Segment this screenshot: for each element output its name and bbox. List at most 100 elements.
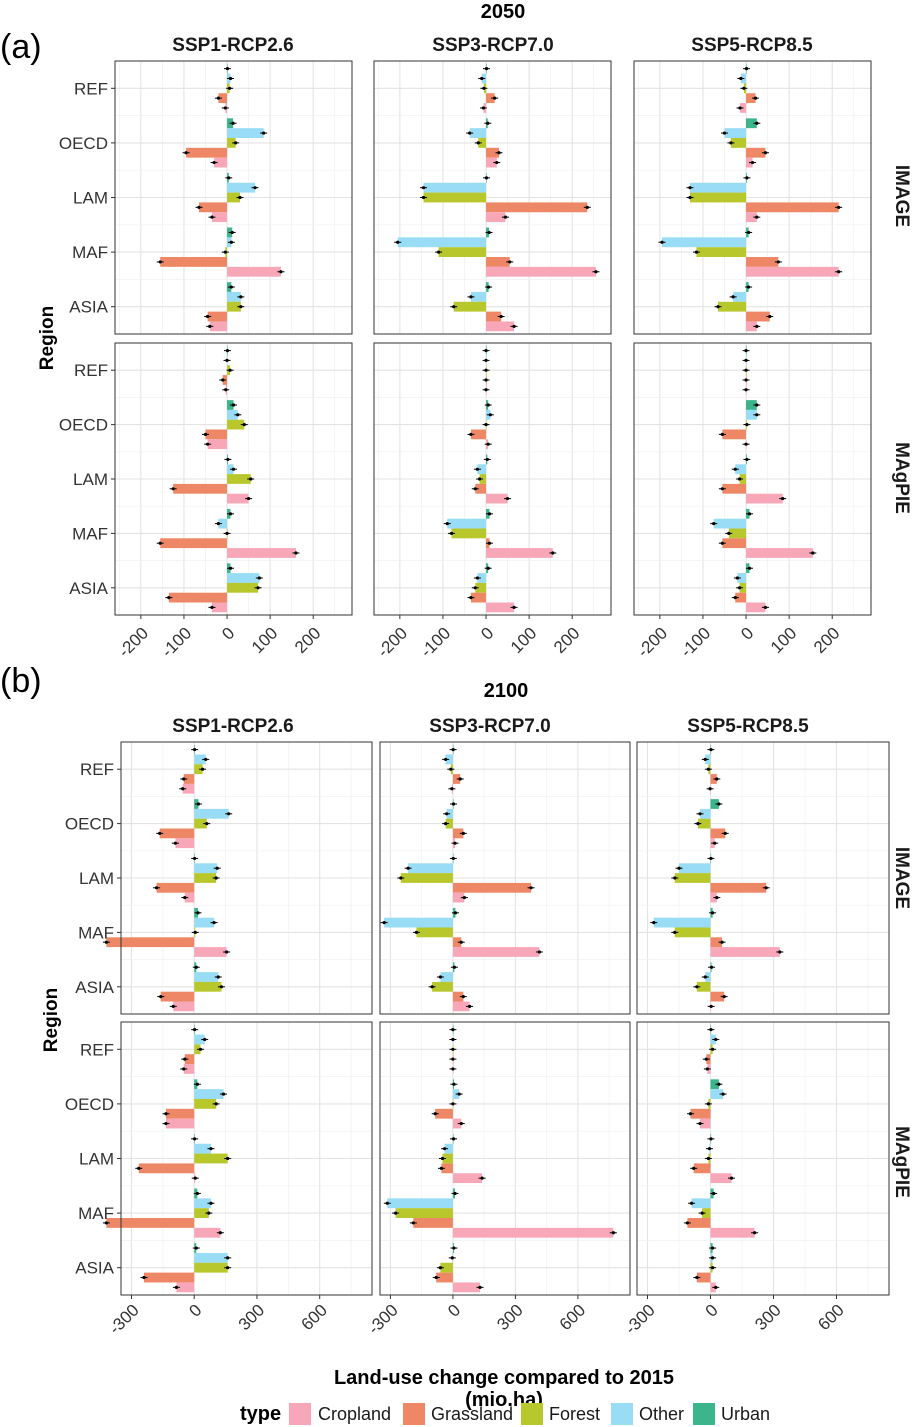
data-point: [745, 176, 749, 180]
bar-cropland: [746, 266, 839, 277]
y-tick-label: LAM: [73, 189, 108, 208]
data-point: [210, 605, 214, 609]
data-point: [228, 76, 233, 81]
data-point: [195, 1191, 199, 1196]
bar-cropland: [486, 321, 515, 332]
data-point: [484, 378, 488, 382]
bar-cropland: [207, 439, 228, 450]
facet-col-label: SSP5-RCP8.5: [687, 716, 809, 737]
x-tick-label: 0: [218, 624, 238, 644]
data-point: [688, 186, 692, 190]
legend-swatch: [521, 1403, 543, 1425]
data-point: [685, 1221, 690, 1225]
x-tick-label: 200: [550, 624, 583, 657]
data-point: [694, 250, 699, 254]
bar-grassland: [735, 592, 747, 603]
data-point: [214, 876, 218, 880]
data-point: [228, 368, 232, 372]
x-tick-label: 200: [291, 624, 324, 657]
data-point: [487, 285, 491, 289]
bar-forest: [194, 1098, 217, 1109]
data-point: [212, 921, 216, 925]
y-tick-label: ASIA: [69, 579, 108, 598]
facet-row-label: MAgPIE: [891, 442, 912, 514]
data-point: [715, 895, 719, 900]
data-point: [484, 349, 488, 353]
data-point: [194, 965, 198, 969]
data-point: [223, 250, 227, 254]
legend-label: Cropland: [318, 1404, 391, 1424]
data-point: [452, 965, 456, 969]
data-point: [475, 576, 480, 580]
data-point: [744, 358, 748, 363]
data-point: [473, 487, 477, 491]
bar-cropland: [173, 1001, 195, 1012]
data-point: [484, 423, 488, 427]
data-point: [208, 324, 212, 328]
data-point: [164, 1121, 168, 1126]
y-tick-label: REF: [74, 361, 108, 380]
data-point: [696, 822, 700, 826]
data-point: [484, 176, 489, 180]
legend: type Cropland Grassland Forest Other Urb…: [240, 1403, 770, 1425]
bar-other: [733, 291, 747, 302]
bar-grassland: [173, 483, 228, 494]
bar-other: [194, 972, 219, 982]
panel-border: [379, 1021, 631, 1296]
data-point: [183, 1057, 187, 1061]
data-point: [249, 477, 253, 481]
data-point: [745, 423, 749, 427]
bar-other: [194, 1252, 228, 1263]
data-point: [246, 496, 251, 501]
x-tick-label: 300: [751, 1301, 784, 1334]
x-tick-label: -300: [105, 1301, 142, 1338]
data-point: [709, 1137, 713, 1141]
bar-forest: [690, 192, 747, 203]
bar-grassland: [710, 882, 767, 893]
data-point: [445, 812, 449, 816]
bar-urban: [746, 118, 757, 129]
legend-item-cropland: Cropland: [289, 1403, 391, 1425]
data-point: [551, 551, 555, 555]
bar-cropland: [175, 838, 195, 849]
data-point: [457, 1092, 461, 1096]
data-point: [706, 1156, 711, 1161]
data-point: [142, 1275, 146, 1280]
data-point: [194, 1246, 198, 1250]
data-point: [468, 131, 472, 135]
data-point: [182, 1067, 186, 1071]
data-point: [214, 1102, 218, 1106]
data-point: [706, 1102, 711, 1106]
facet-row-label: IMAGE: [891, 847, 912, 909]
data-point: [690, 1201, 694, 1205]
data-point: [753, 1231, 757, 1235]
bar-other: [477, 464, 487, 475]
bar-cropland: [746, 212, 757, 223]
data-point: [219, 985, 223, 989]
data-point: [703, 975, 707, 979]
bar-urban: [710, 799, 719, 809]
data-point: [755, 413, 759, 417]
x-tick-label: 0: [477, 624, 497, 644]
bar-urban: [746, 400, 757, 410]
y-tick-label: LAM: [73, 470, 108, 489]
bar-grassland: [413, 1218, 453, 1228]
data-point: [229, 285, 233, 289]
bar-forest: [227, 301, 241, 312]
data-point: [481, 106, 486, 110]
data-point: [226, 1156, 230, 1161]
facet-row-label: IMAGE: [891, 165, 912, 227]
data-point: [486, 566, 490, 570]
legend-swatch: [693, 1403, 715, 1425]
bar-other: [700, 808, 711, 819]
bar-cropland: [165, 1118, 195, 1129]
data-point: [475, 467, 480, 471]
data-point: [837, 270, 841, 274]
legend-label: Urban: [721, 1404, 770, 1424]
data-point: [484, 358, 488, 363]
data-point: [226, 1256, 230, 1260]
data-point: [451, 1102, 455, 1106]
y-tick-label: LAM: [79, 869, 114, 888]
data-point: [744, 378, 748, 382]
x-tick-label: 200: [810, 624, 843, 657]
